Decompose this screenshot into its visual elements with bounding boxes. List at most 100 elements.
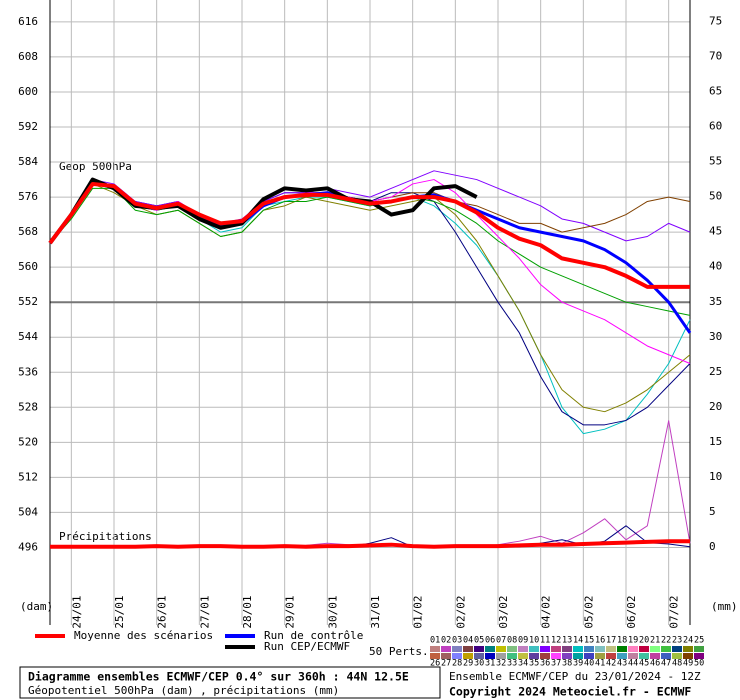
x-tick-label: 26/01 (156, 595, 169, 628)
pert-label: 40 (584, 659, 594, 669)
x-tick-label: 27/01 (198, 595, 211, 628)
pert-swatch (496, 646, 506, 652)
pert-label: 12 (551, 636, 561, 646)
pert-swatch (507, 653, 517, 659)
pert-label: 14 (573, 636, 583, 646)
y-tick-label: 584 (18, 155, 38, 168)
y2-tick-label: 50 (709, 190, 722, 203)
pert-label: 32 (496, 659, 506, 669)
y2-tick-label: 20 (709, 400, 722, 413)
pert-swatch (617, 653, 627, 659)
pert-label: 39 (573, 659, 583, 669)
pert-label: 34 (518, 659, 528, 669)
pert-label: 29 (463, 659, 473, 669)
pert-swatch (661, 646, 671, 652)
y2-tick-label: 60 (709, 120, 722, 133)
pert-swatch (562, 653, 572, 659)
y-tick-label: 528 (18, 400, 38, 413)
pert-swatch (430, 653, 440, 659)
pert-label: 44 (628, 659, 638, 669)
y-tick-label: 568 (18, 225, 38, 238)
pert-swatch (529, 646, 539, 652)
pert-label: 30 (474, 659, 484, 669)
pert-label: 41 (595, 659, 605, 669)
pert-swatch (650, 653, 660, 659)
pert-swatch (540, 653, 550, 659)
y-tick-label: 512 (18, 470, 38, 483)
pert-swatch (430, 646, 440, 652)
pert-swatch (694, 653, 704, 659)
y2-tick-label: 5 (709, 505, 716, 518)
y-axis-label: (dam) (20, 600, 53, 613)
y-tick-label: 536 (18, 365, 38, 378)
pert-swatch (694, 646, 704, 652)
pert-swatch (595, 646, 605, 652)
x-tick-label: 02/02 (454, 595, 467, 628)
y2-tick-label: 30 (709, 330, 722, 343)
pert-label: 04 (463, 636, 473, 646)
copyright: Copyright 2024 Meteociel.fr - ECMWF (449, 685, 691, 699)
pert-swatch (584, 653, 594, 659)
y-tick-label: 576 (18, 190, 38, 203)
y-tick-label: 504 (18, 505, 38, 518)
pert-label: 15 (584, 636, 594, 646)
pert-label: 27 (441, 659, 451, 669)
series-line (50, 539, 690, 549)
x-tick-label: 04/02 (540, 595, 553, 628)
pert-swatch (540, 646, 550, 652)
pert-label: 21 (650, 636, 660, 646)
x-tick-label: 01/02 (412, 595, 425, 628)
pert-swatch (683, 646, 693, 652)
chart-title: Diagramme ensembles ECMWF/CEP 0.4° sur 3… (28, 670, 409, 684)
x-tick-label: 24/01 (70, 595, 83, 628)
pert-label: 07 (496, 636, 506, 646)
pert-swatch (672, 646, 682, 652)
y2-tick-label: 0 (709, 540, 716, 553)
pert-label: 19 (628, 636, 638, 646)
precip-label: Précipitations (59, 530, 152, 543)
pert-label: 45 (639, 659, 649, 669)
pert-label: 01 (430, 636, 440, 646)
pert-swatch (639, 646, 649, 652)
pert-swatch (551, 653, 561, 659)
pert-label: 20 (639, 636, 649, 646)
pert-swatch (606, 646, 616, 652)
y2-tick-label: 75 (709, 15, 722, 28)
y2-tick-label: 35 (709, 295, 722, 308)
pert-label: 25 (694, 636, 704, 646)
legend-label: Moyenne des scénarios (74, 629, 213, 642)
pert-label: 26 (430, 659, 440, 669)
pert-label: 16 (595, 636, 605, 646)
pert-swatch (441, 646, 451, 652)
pert-swatch (452, 653, 462, 659)
y2-tick-label: 55 (709, 155, 722, 168)
pert-swatch (529, 653, 539, 659)
x-tick-label: 25/01 (113, 595, 126, 628)
y-tick-label: 592 (18, 120, 38, 133)
series-line (49, 170, 691, 244)
pert-label: 23 (672, 636, 682, 646)
pert-swatch (474, 646, 484, 652)
pert-label: 47 (661, 659, 671, 669)
series-line (48, 181, 690, 289)
pert-label: 33 (507, 659, 517, 669)
pert-swatch (584, 646, 594, 652)
pert-label: 13 (562, 636, 572, 646)
y2-axis-label: (mm) (711, 600, 738, 613)
pert-label: 46 (650, 659, 660, 669)
pert-label: 28 (452, 659, 462, 669)
pert-swatch (628, 653, 638, 659)
x-tick-label: 31/01 (369, 595, 382, 628)
y2-tick-label: 10 (709, 470, 722, 483)
pert-swatch (496, 653, 506, 659)
y2-tick-label: 45 (709, 225, 722, 238)
y-tick-label: 560 (18, 260, 38, 273)
y-tick-label: 608 (18, 50, 38, 63)
pert-label: 42 (606, 659, 616, 669)
run-info: Ensemble ECMWF/CEP du 23/01/2024 - 12Z (449, 670, 701, 683)
y2-tick-label: 65 (709, 85, 722, 98)
pert-label: 36 (540, 659, 550, 669)
pert-swatch (518, 653, 528, 659)
pert-label: 37 (551, 659, 561, 669)
